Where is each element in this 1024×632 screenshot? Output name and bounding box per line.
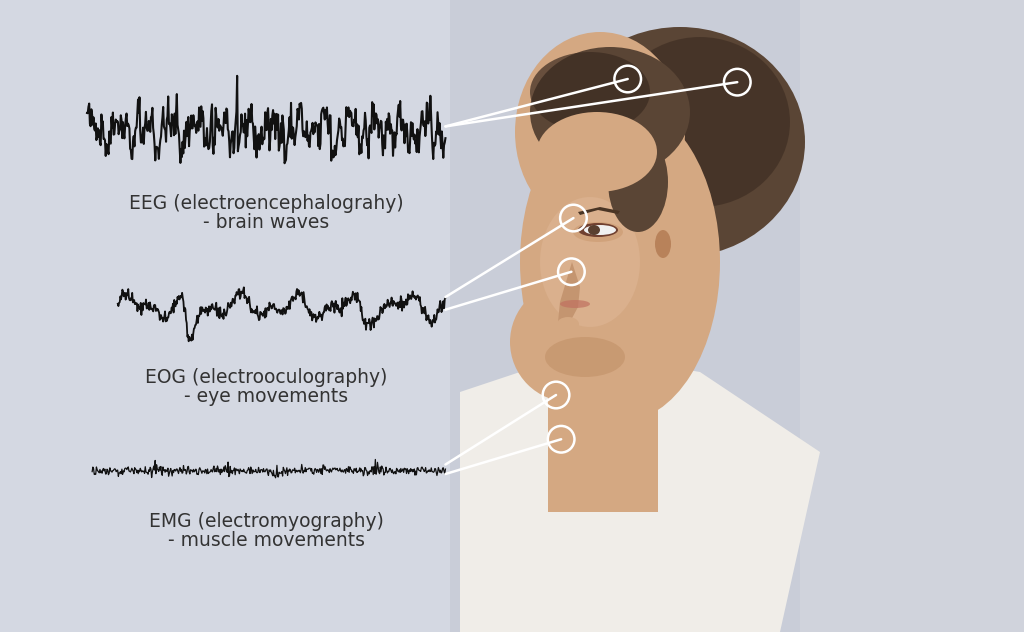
Ellipse shape (608, 132, 668, 232)
Ellipse shape (537, 112, 657, 192)
Text: - muscle movements: - muscle movements (168, 531, 365, 550)
Ellipse shape (530, 442, 660, 632)
Ellipse shape (655, 230, 671, 258)
Text: EMG (electromyography): EMG (electromyography) (148, 512, 384, 531)
Ellipse shape (573, 222, 623, 242)
Polygon shape (558, 262, 580, 322)
Ellipse shape (520, 102, 720, 422)
Ellipse shape (510, 282, 630, 402)
Ellipse shape (560, 300, 590, 308)
Ellipse shape (610, 37, 790, 207)
Ellipse shape (557, 317, 579, 331)
Ellipse shape (530, 47, 690, 177)
Text: EEG (electroencephalograhy): EEG (electroencephalograhy) (129, 194, 403, 213)
Text: - brain waves: - brain waves (203, 213, 330, 232)
Ellipse shape (530, 52, 650, 132)
Bar (800, 0, 1024, 632)
Polygon shape (578, 207, 620, 215)
Bar (450, 0, 1024, 632)
Bar (548, 312, 658, 512)
Ellipse shape (540, 197, 640, 327)
Ellipse shape (651, 223, 679, 265)
Text: - eye movements: - eye movements (184, 387, 348, 406)
Ellipse shape (578, 223, 618, 237)
Ellipse shape (588, 225, 600, 235)
Ellipse shape (545, 337, 625, 377)
Polygon shape (460, 352, 820, 632)
Ellipse shape (584, 225, 616, 235)
Ellipse shape (555, 27, 805, 257)
Text: EOG (electrooculography): EOG (electrooculography) (145, 368, 387, 387)
Ellipse shape (515, 32, 685, 232)
